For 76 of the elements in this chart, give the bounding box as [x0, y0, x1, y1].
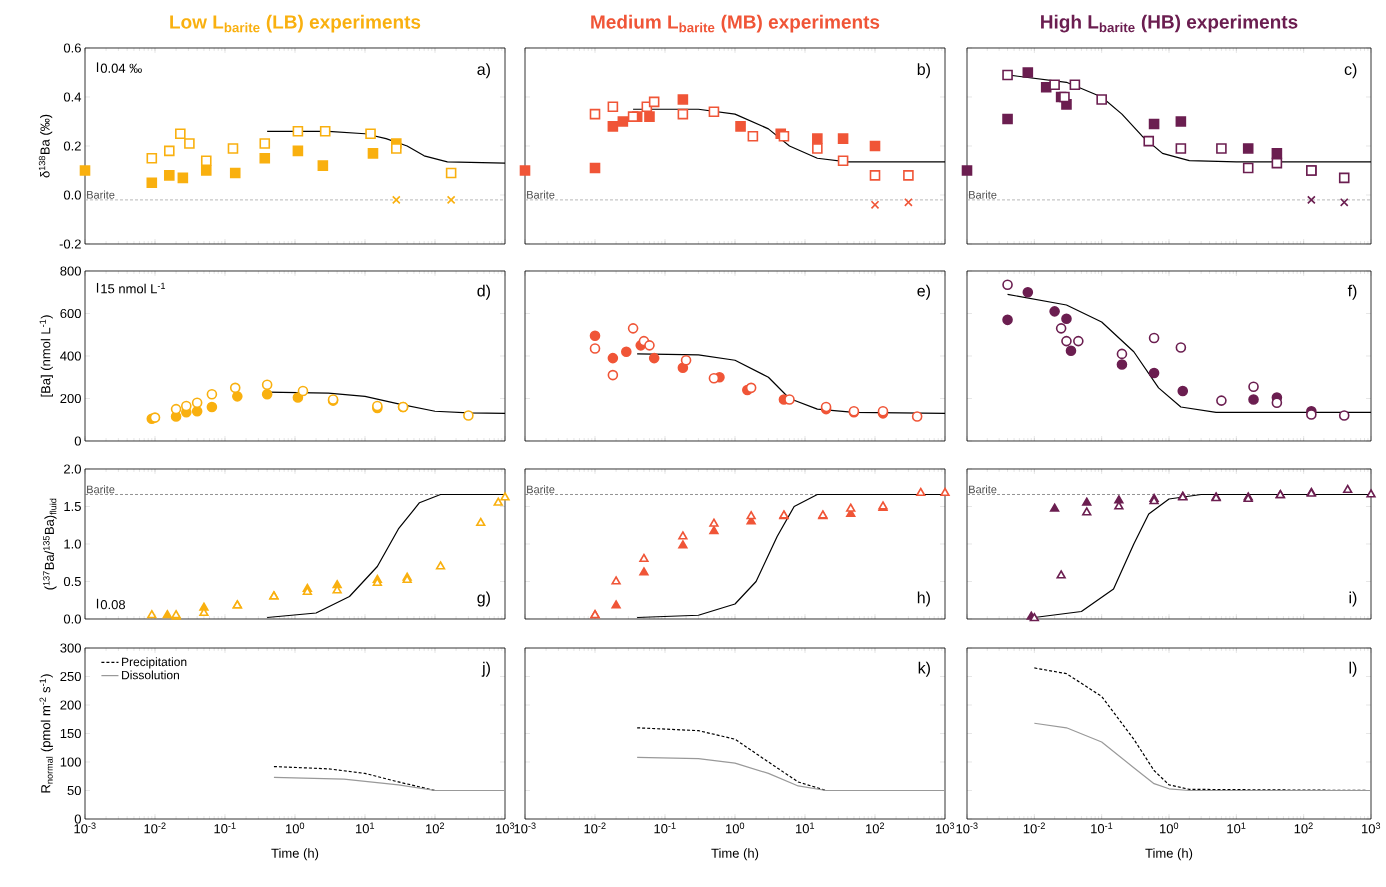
y-tick-label: 300 — [60, 643, 81, 653]
y-tick-label: 1.0 — [64, 539, 81, 549]
ref-line-label: Barite — [87, 190, 115, 199]
x-tick-label: 10$^{-2}$ — [1023, 822, 1045, 834]
y-axis-title: δ$^{138}$Ba (‰) — [38, 114, 53, 178]
ref-line-label: Barite — [527, 190, 555, 199]
y-tick-label: 0 — [74, 436, 81, 446]
ref-line-label: Barite — [527, 485, 555, 494]
annotation: l) — [1349, 661, 1357, 677]
x-tick-label: 10$^{-2}$ — [144, 822, 166, 834]
y-tick-label: 1.5 — [64, 501, 81, 512]
annotation: k) — [918, 661, 930, 677]
annotation: 0.08 — [100, 600, 126, 610]
x-tick-label: 10$^{2}$ — [865, 822, 885, 834]
y-tick-label: 0.0 — [63, 614, 81, 624]
y-tick-label: 400 — [60, 351, 81, 361]
annotation: j) — [481, 661, 490, 677]
y-tick-label: 50 — [67, 785, 81, 796]
x-tick-label: 10$^{-1}$ — [654, 822, 676, 834]
annotation: c) — [1344, 63, 1357, 79]
y-tick-label: -0.2 — [59, 239, 81, 249]
chart-title: Low L$_{barite}$ (LB) experiments — [170, 14, 421, 33]
x-axis-title: Time (h) — [1145, 848, 1193, 861]
x-tick-label: 10$^{3}$ — [1361, 822, 1381, 834]
annotation: h) — [917, 591, 930, 607]
y-tick-label: 0.4 — [63, 92, 82, 102]
annotation: 0.04 ‰ — [100, 63, 142, 73]
x-tick-label: 10$^{-3}$ — [956, 822, 978, 834]
x-tick-label: 10$^{-3}$ — [74, 822, 96, 834]
x-axis-title: Time (h) — [271, 848, 319, 861]
annotation: b) — [917, 63, 930, 79]
legend-label: Precipitation — [122, 657, 187, 669]
x-tick-label: 10$^{-1}$ — [214, 822, 236, 834]
ref-line-label: Barite — [969, 485, 997, 494]
chart-title: Medium L$_{barite}$ (MB) experiments — [591, 14, 880, 33]
x-tick-label: 10$^{0}$ — [285, 822, 305, 834]
x-tick-label: 10$^{0}$ — [725, 822, 745, 834]
x-tick-label: 10$^{3}$ — [935, 822, 955, 834]
y-tick-label: 2.0 — [64, 464, 81, 474]
ref-line-label: Barite — [969, 190, 997, 199]
y-tick-label: 100 — [60, 757, 81, 767]
annotation: a) — [477, 63, 490, 79]
x-tick-label: 10$^{2}$ — [425, 822, 445, 834]
y-tick-label: 0.6 — [63, 43, 81, 53]
x-tick-label: 10$^{-3}$ — [514, 822, 536, 834]
annotation: e) — [917, 284, 930, 300]
y-tick-label: 600 — [60, 308, 81, 319]
y-axis-title: ($^{137}$Ba/$^{135}$Ba)$_{fluid}$ — [43, 498, 57, 590]
y-axis-title: R$_{normal}$ (pmol m$^{-2}$ s$^{-1}$) — [39, 674, 53, 793]
y-tick-label: 0.5 — [63, 576, 81, 587]
y-axis-title: [Ba] (nmol L$^{-1}$) — [39, 315, 53, 397]
annotation: i) — [1349, 591, 1357, 607]
x-tick-label: 10$^{1}$ — [355, 822, 375, 834]
legend-label: Dissolution — [122, 670, 179, 680]
y-tick-label: 0.2 — [63, 141, 81, 151]
x-tick-label: 10$^{0}$ — [1159, 822, 1179, 834]
y-tick-label: 250 — [60, 671, 81, 682]
y-tick-label: 200 — [60, 393, 81, 404]
annotation: d) — [477, 284, 490, 300]
annotation: f) — [1347, 284, 1357, 300]
x-tick-label: 10$^{-1}$ — [1091, 822, 1113, 834]
y-tick-label: 0.0 — [63, 190, 81, 200]
x-tick-label: 10$^{1}$ — [795, 822, 815, 834]
y-tick-label: 800 — [60, 266, 81, 276]
x-tick-label: 10$^{3}$ — [495, 822, 515, 834]
x-tick-label: 10$^{1}$ — [1227, 822, 1246, 834]
y-tick-label: 150 — [60, 728, 81, 739]
x-axis-title: Time (h) — [711, 848, 759, 861]
y-tick-label: 200 — [60, 700, 81, 710]
chart-title: High L$_{barite}$ (HB) experiments — [1041, 14, 1298, 33]
y-tick-label: 0 — [74, 814, 81, 824]
annotation: g) — [477, 591, 490, 607]
x-tick-label: 10$^{2}$ — [1294, 822, 1313, 834]
ref-line-label: Barite — [87, 485, 115, 494]
x-tick-label: 10$^{-2}$ — [584, 822, 606, 834]
annotation: 15 nmol L$^{-1}$ — [101, 282, 166, 294]
